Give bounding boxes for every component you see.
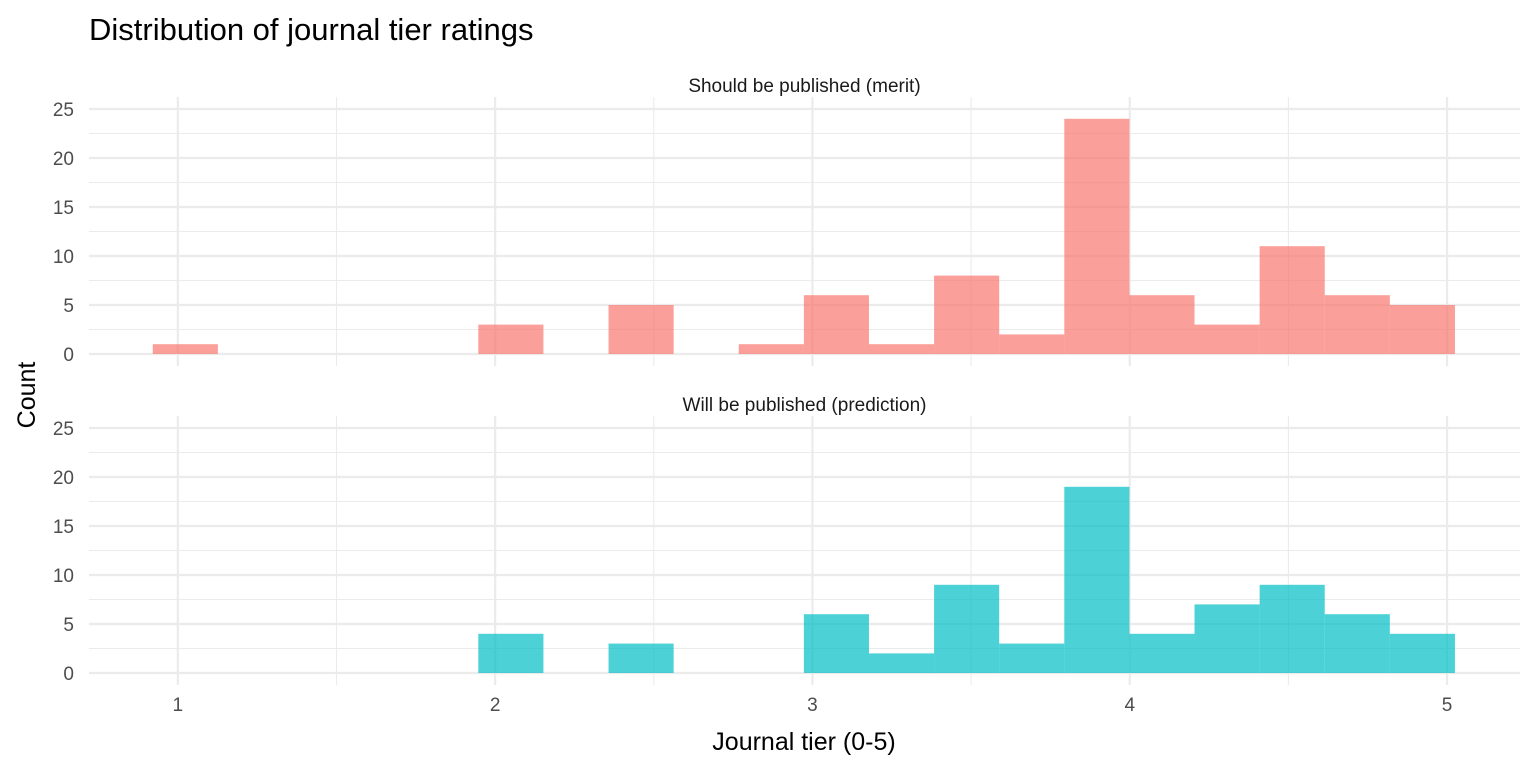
x-tick-label: 2 [490, 695, 501, 716]
facet-strip-label: Will be published (prediction) [683, 395, 927, 416]
histogram-bar [1064, 118, 1130, 354]
y-axis-label: Count [13, 362, 41, 429]
y-tick-label: 10 [53, 566, 74, 587]
histogram-bar [803, 295, 869, 354]
histogram-bar [999, 334, 1065, 354]
histogram-bar [1324, 295, 1390, 354]
histogram-bar [608, 305, 674, 354]
y-tick-label: 20 [53, 149, 74, 170]
histogram-bar [1194, 324, 1260, 354]
y-tick-label: 0 [63, 345, 74, 366]
x-tick-label: 1 [173, 695, 184, 716]
histogram-bar [738, 344, 804, 354]
facet-panel-1: Should be published (merit) 0 5 10 15 20 25 [53, 76, 1520, 366]
y-tick-label: 0 [63, 664, 74, 685]
y-tick-label: 5 [63, 296, 74, 317]
facet-panels: Should be published (merit)0510152025Wil… [53, 76, 1520, 716]
histogram-bar [803, 614, 869, 673]
facet-panel-2: Will be published (prediction) 0 5 10 15 20 25 [53, 395, 1520, 685]
facet-strip-label: Should be published (merit) [688, 76, 920, 97]
x-tick-label: 4 [1124, 695, 1135, 716]
histogram-bar [999, 643, 1065, 673]
y-tick-label: 10 [53, 247, 74, 268]
y-tick-label: 15 [53, 517, 74, 538]
histogram-bar [934, 275, 1000, 354]
histogram-bar [1129, 633, 1195, 673]
y-tick-label: 20 [53, 468, 74, 489]
x-axis-label: Journal tier (0-5) [712, 728, 895, 756]
histogram-bar [1259, 584, 1325, 673]
histogram-bar [868, 344, 935, 354]
histogram-bar [1389, 305, 1455, 354]
histogram-bar [934, 584, 1000, 673]
histogram-bar [608, 643, 674, 673]
y-tick-label: 25 [53, 419, 74, 440]
histogram-bar [478, 324, 544, 354]
histogram-bar [1129, 295, 1195, 354]
histogram-bar [152, 344, 218, 354]
y-tick-label: 25 [53, 100, 74, 121]
histogram-bar [868, 653, 935, 673]
chart-title: Distribution of journal tier ratings [89, 12, 534, 47]
x-tick-label: 3 [807, 695, 818, 716]
histogram-bar [1324, 614, 1390, 673]
y-tick-label: 15 [53, 198, 74, 219]
histogram-bar [1259, 246, 1325, 354]
histogram-bar [1194, 604, 1260, 673]
y-tick-label: 5 [63, 615, 74, 636]
x-tick-label: 5 [1442, 695, 1453, 716]
histogram-bar [478, 633, 544, 673]
histogram-bar [1389, 633, 1455, 673]
histogram-bar [1064, 486, 1130, 673]
